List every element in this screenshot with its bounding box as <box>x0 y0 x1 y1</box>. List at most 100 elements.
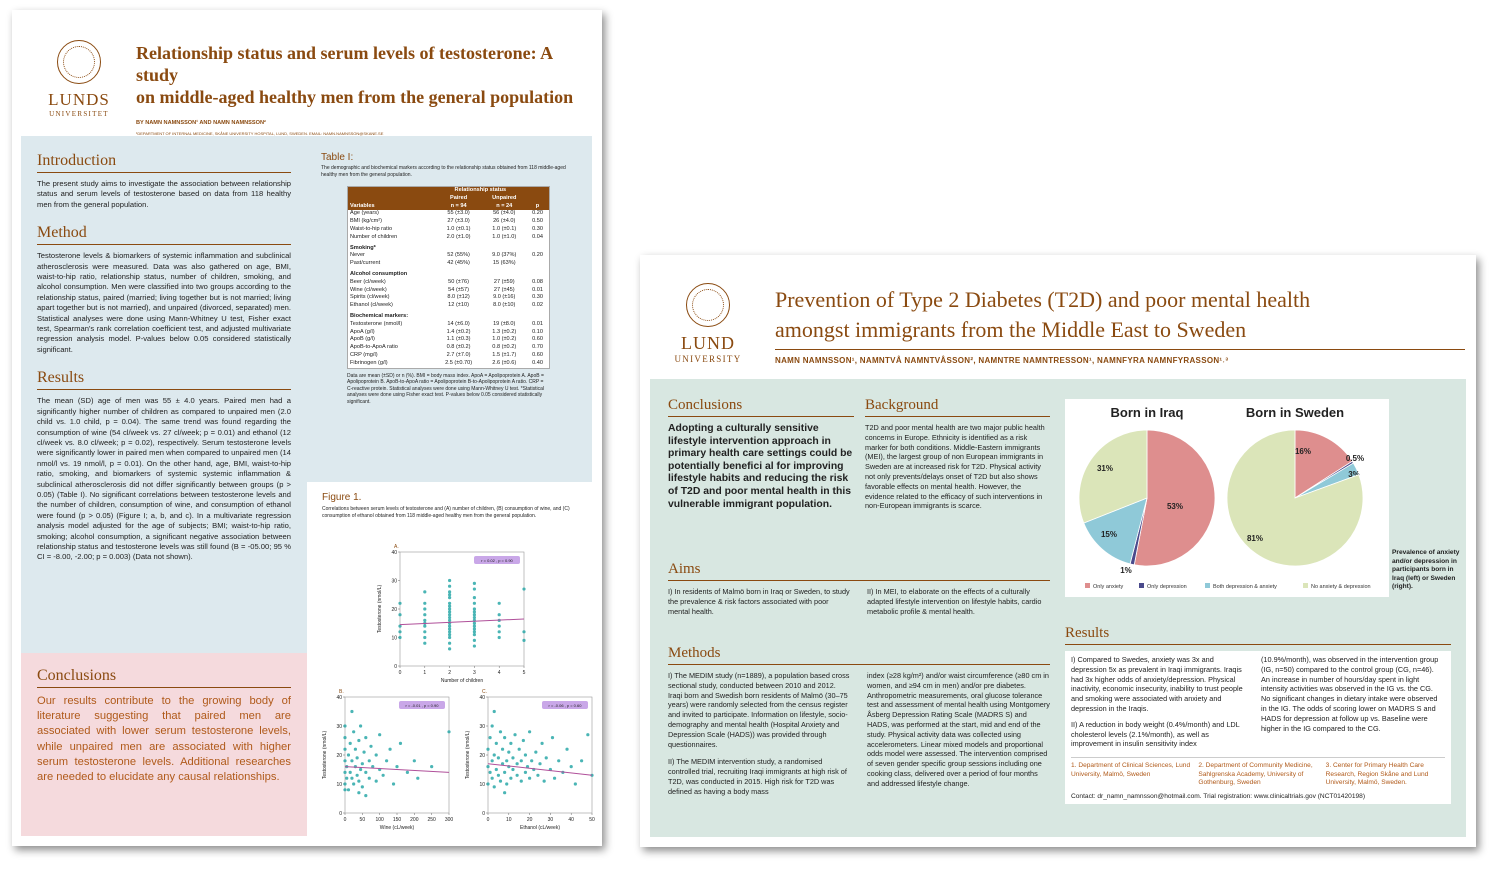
scatter-point <box>388 747 392 751</box>
scatter-point <box>472 633 476 637</box>
aims-title: Aims <box>668 561 1050 581</box>
table-cell-label: Never <box>350 252 365 259</box>
scatter-point <box>573 782 577 786</box>
scatter-point <box>448 596 452 600</box>
table-cell-p: 0.20 <box>532 210 543 217</box>
scatter-point <box>405 770 409 774</box>
table-cell-a: 2.7 (±7.0) <box>446 351 471 358</box>
scatter-point <box>448 635 452 640</box>
pie-slice <box>1083 497 1148 565</box>
table-row: Wine (cl/week) 54 (±57) 27 (±45) 0.01 <box>348 287 549 295</box>
table-cell-b: 27 (±59) <box>493 278 515 285</box>
x-tick-label: 10 <box>506 817 512 823</box>
scatter-point <box>530 759 534 763</box>
scatter-point <box>367 776 371 780</box>
scatter-point <box>448 633 452 637</box>
table-section-label: Biochemical markers: <box>350 312 409 319</box>
table-cell-label: Past/current <box>350 260 381 267</box>
scatter-point <box>511 767 515 772</box>
table-row: CRP (mg/l) 2.7 (±7.0) 1.5 (±1.7) 0.60 <box>348 352 549 360</box>
scatter-point <box>448 601 452 605</box>
scatter-point <box>360 762 364 766</box>
scatter-point <box>523 770 528 774</box>
scatter-point <box>448 610 452 614</box>
scatter-point <box>385 759 389 763</box>
scatter-point <box>472 624 476 628</box>
scatter-point <box>398 613 402 617</box>
table-cell-a: 52 (55%) <box>447 252 470 259</box>
table-cell-p: 0.60 <box>532 351 543 358</box>
scatter-point <box>423 590 427 594</box>
scatter-point <box>343 782 347 786</box>
table-cell-a: 27 (±3.0) <box>447 218 470 225</box>
table-row: Spirits (cl/week) 8.0 (±12) 9.0 (±16) 0.30 <box>348 294 549 302</box>
table-cell-a: 42 (45%) <box>447 260 470 267</box>
scatter-point <box>490 759 494 763</box>
conclusions-title: Conclusions <box>668 397 854 417</box>
scatter-point <box>488 770 492 774</box>
scatter-point <box>496 773 500 777</box>
conclusions-text: Adopting a culturally sensitive lifestyl… <box>668 423 853 510</box>
pie-label: 53% <box>1167 502 1183 511</box>
title-line-1: Prevention of Type 2 Diabetes (T2D) and … <box>775 287 1311 312</box>
scatter-point <box>590 773 594 777</box>
table-cell-a: 8.0 (±12) <box>447 294 470 301</box>
scatter-point <box>350 776 354 780</box>
scatter-point <box>343 736 347 740</box>
scatter-point <box>509 776 513 780</box>
x-tick-label: 0 <box>487 817 490 823</box>
table-row: Alcohol consumption <box>348 268 549 279</box>
left-blue-panel: Introduction The present study aims to i… <box>21 136 307 653</box>
x-tick-label: 150 <box>393 817 402 823</box>
scatter-point <box>472 610 476 614</box>
col-p: p <box>526 187 549 211</box>
results-2: II) A reduction in body weight (0.4%/mon… <box>1071 719 1240 749</box>
scatter-point <box>522 587 526 591</box>
table-cell-a: 0.8 (±0.2) <box>446 344 471 351</box>
aims-1: I) In residents of Malmö born in Iraq or… <box>668 587 850 616</box>
table-cell-p: 0.70 <box>532 344 543 351</box>
scatter-point <box>423 624 427 628</box>
scatter-point <box>490 776 494 780</box>
scatter-point <box>515 762 519 766</box>
scatter-point <box>364 794 368 798</box>
table-row: Fibrinogen (g/l) 2.5 (±0.70) 2.6 (±0.6) 0.4… <box>348 360 549 368</box>
table-cell-b: 1.0 (±0.2) <box>492 336 517 343</box>
scatter-point <box>343 747 347 751</box>
table-cell-label: Age (years) <box>350 210 379 217</box>
table-cell-p: 0.50 <box>532 218 543 225</box>
scatter-point <box>522 630 526 634</box>
y-tick-label: 10 <box>479 782 485 788</box>
table-cell-p: 0.60 <box>532 336 543 343</box>
scatter-point <box>552 776 557 780</box>
chart-panel-label: A. <box>394 544 399 550</box>
correlation-label: r = -0.06 , p = 0.60 <box>549 703 583 708</box>
scatter-point <box>486 782 490 786</box>
authors: NAMN NAMNSSON¹, NAMNTVÅ NAMNTVÅSSON², NA… <box>775 356 1229 365</box>
affil-2: 2. Department of Community Medicine, Sah… <box>1198 762 1313 786</box>
table-cell-a: 2.5 (±0.70) <box>445 359 473 366</box>
table-row: Waist-to-hip ratio 1.0 (±0.1) 1.0 (±0.1) 0.… <box>348 226 549 234</box>
table-cell-label: Beer (cl/week) <box>350 278 386 285</box>
table-cell-b: 19 (±8.0) <box>493 320 516 327</box>
scatter-point <box>391 782 396 786</box>
scatter-point <box>398 624 402 628</box>
scatter-point <box>511 756 515 760</box>
table-cell-label: BMI (kg/cm²) <box>350 218 383 225</box>
scatter-point <box>503 770 507 774</box>
scatter-point <box>497 613 501 617</box>
y-tick-label: 10 <box>391 636 397 642</box>
logo-name: LUND <box>681 333 735 353</box>
chart-panel-label: B. <box>339 689 344 695</box>
y-tick-label: 40 <box>479 695 485 701</box>
conclusions-title: Conclusions <box>37 667 291 688</box>
scatter-point <box>472 630 476 634</box>
plot-area <box>399 551 525 667</box>
table-cell-b: 27 (±45) <box>493 286 515 293</box>
pie-slice <box>1226 429 1364 567</box>
scatter-point <box>472 638 476 642</box>
table-cell-label: ApoB-to-ApoA ratio <box>350 344 398 351</box>
y-axis-label: Testosterone (nmol/L) <box>322 730 328 779</box>
scatter-point <box>472 596 476 600</box>
y-tick-label: 20 <box>479 753 485 759</box>
